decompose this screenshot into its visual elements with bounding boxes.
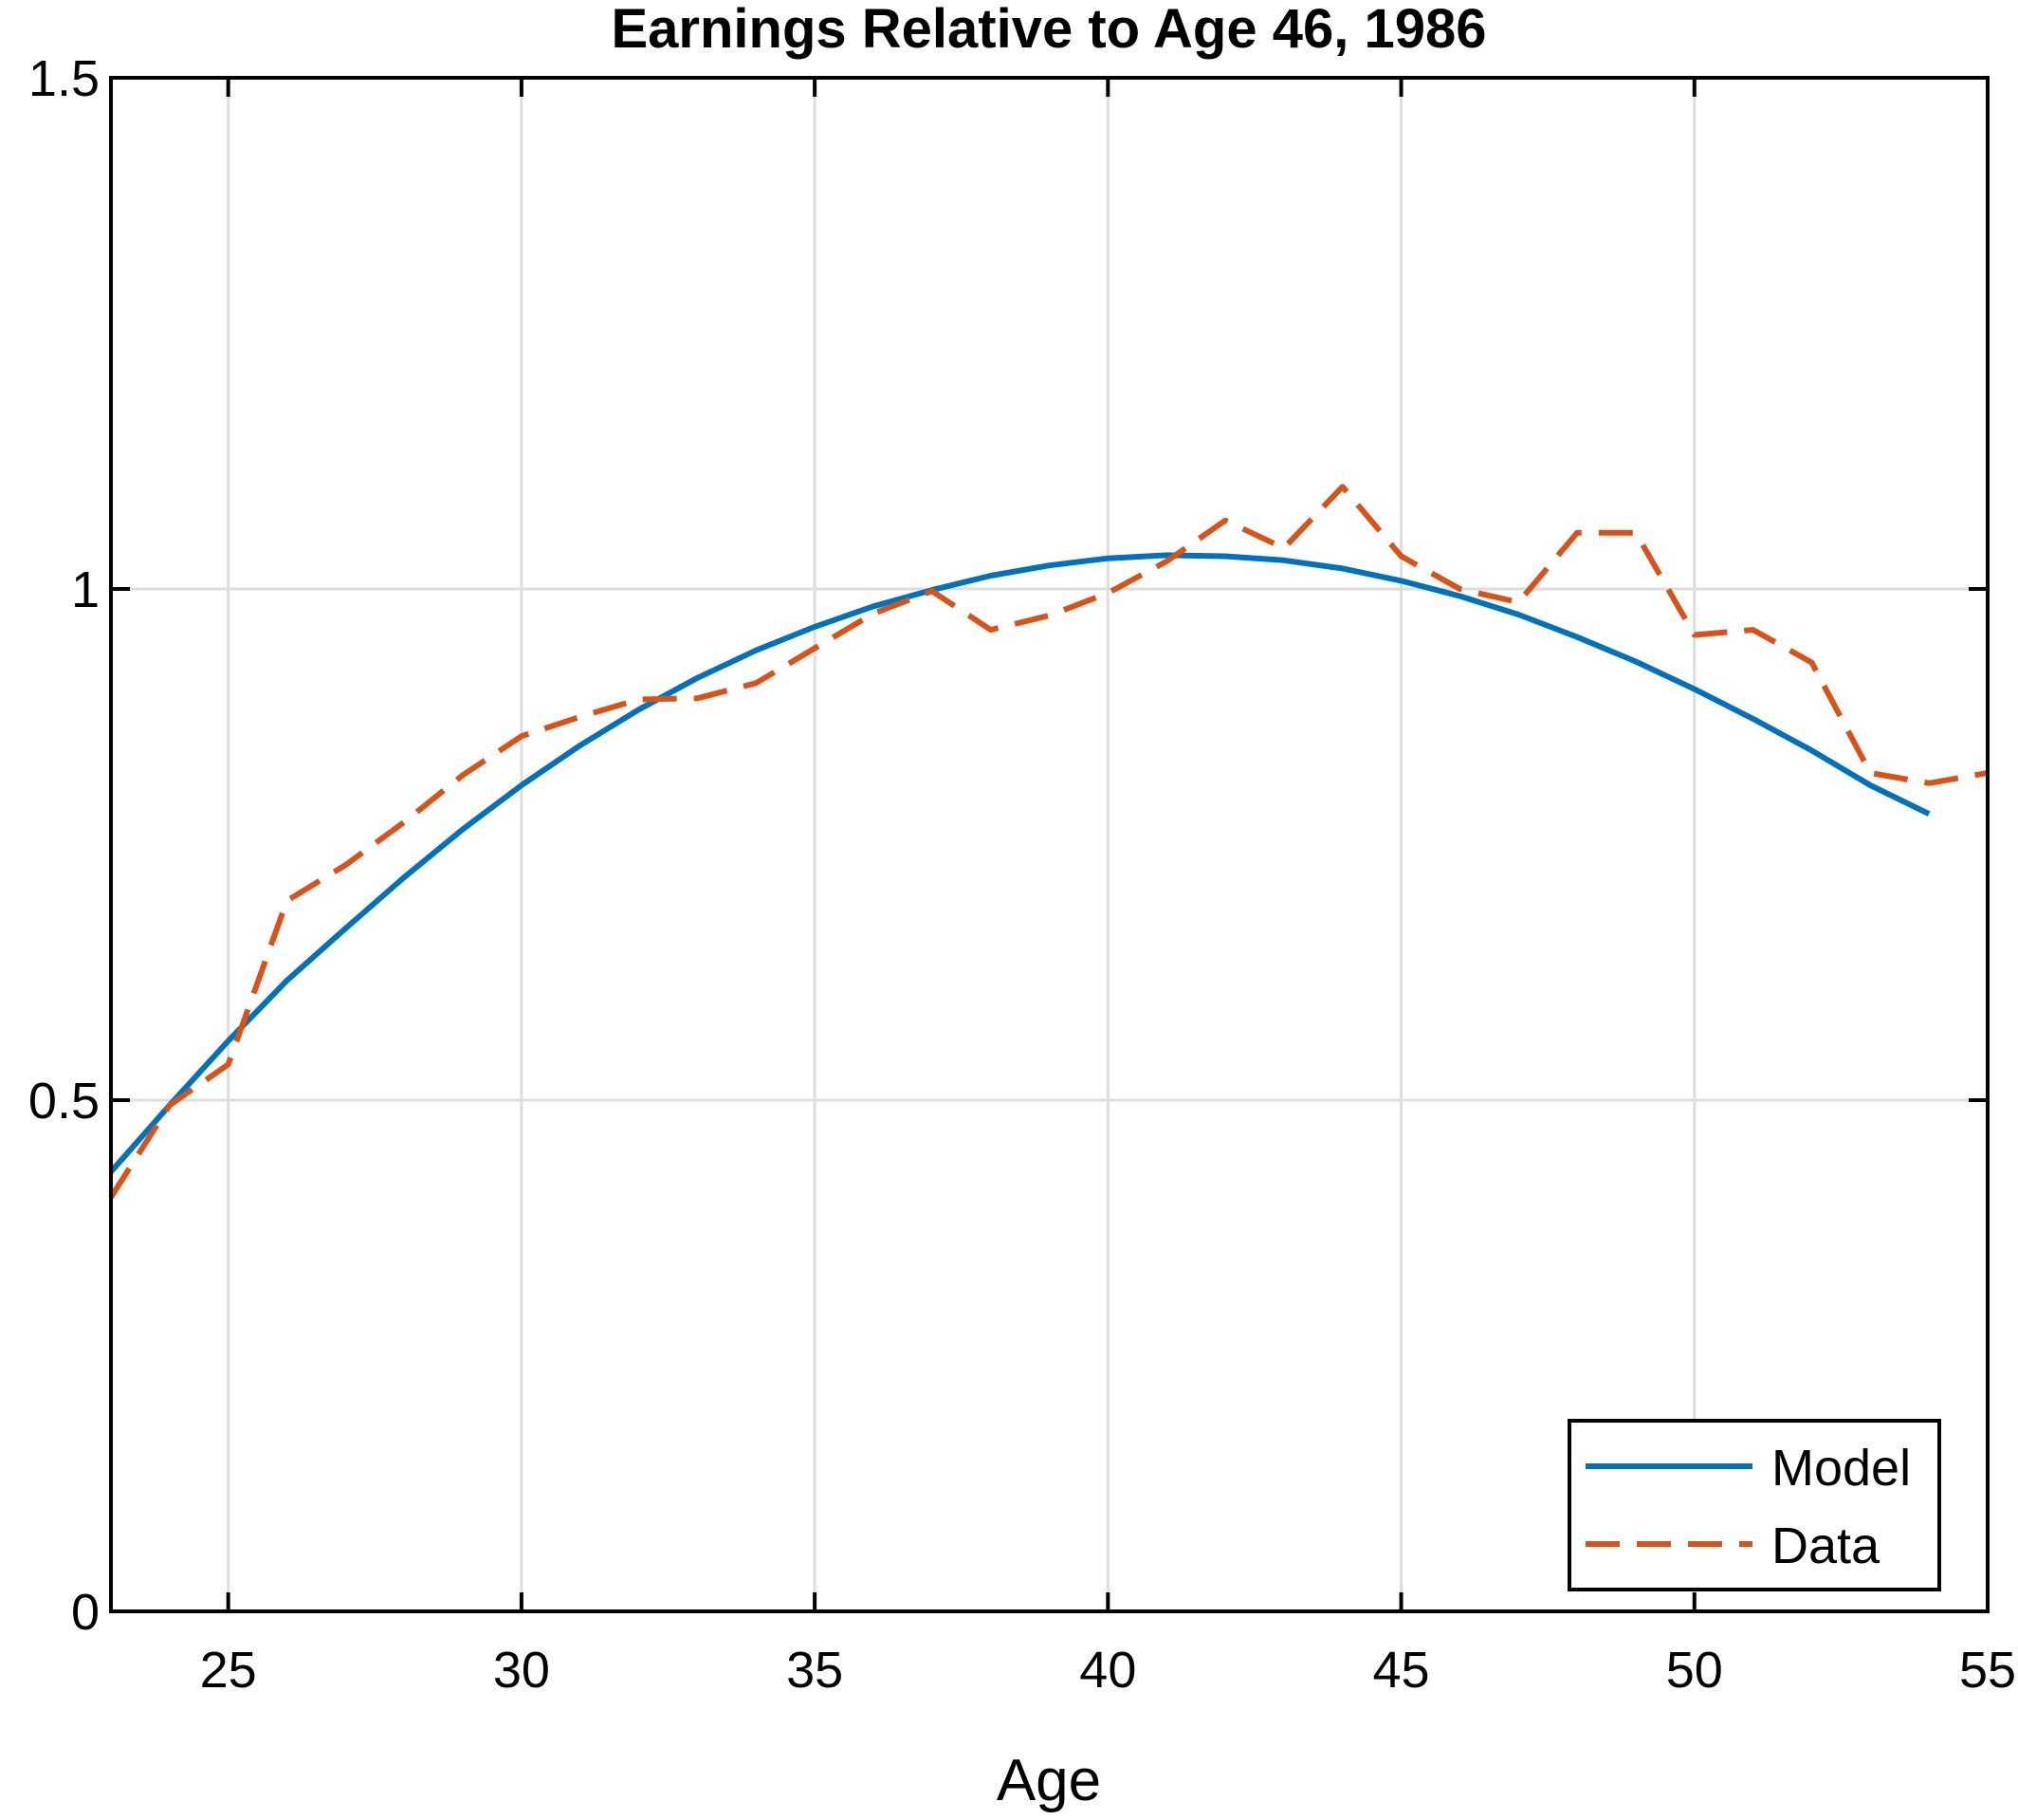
legend-model-label: Model [1771,1440,1911,1497]
chart-title: Earnings Relative to Age 46, 1986 [611,0,1486,60]
ticks: 25 30 35 40 45 50 55 0 0.5 1 1.5 [28,50,2016,1699]
x-tick-label: 55 [1959,1642,2016,1699]
x-tick-label: 35 [786,1642,843,1699]
legend-data-label: Data [1771,1517,1880,1574]
y-tick-label: 1.5 [28,50,100,107]
x-tick-label: 25 [200,1642,257,1699]
x-tick-label: 50 [1666,1642,1723,1699]
series-group [108,484,1989,1200]
legend-box [1568,1419,1941,1591]
series-line-data [108,484,1989,1200]
x-axis-label: Age [997,1748,1101,1813]
y-tick-label: 0.5 [28,1073,100,1130]
y-tick-label: 0 [71,1584,100,1641]
x-tick-label: 40 [1079,1642,1136,1699]
x-tick-label: 30 [493,1642,550,1699]
plot-frame [109,76,1990,1613]
x-tick-label: 45 [1373,1642,1430,1699]
legend: Model Data [1568,1419,1941,1591]
series-line-model [108,552,1931,1174]
y-tick-label: 1 [71,561,100,618]
grid [111,76,1990,1613]
